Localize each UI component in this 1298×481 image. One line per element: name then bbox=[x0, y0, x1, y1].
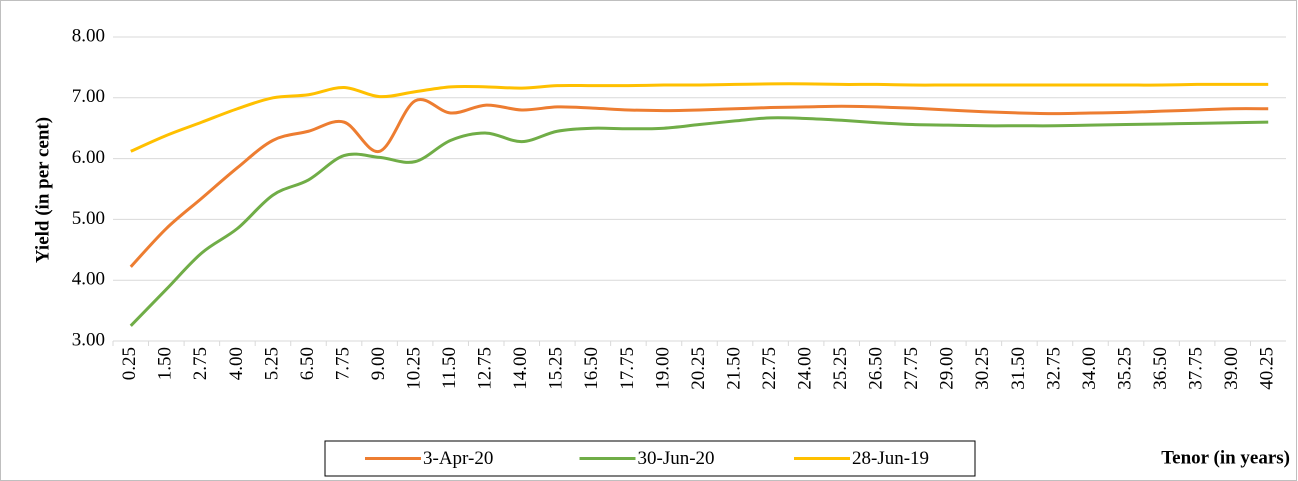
x-tick-label: 1.50 bbox=[155, 347, 176, 380]
x-tick-label: 32.75 bbox=[1043, 347, 1064, 390]
line-series bbox=[129, 116, 1269, 327]
x-tick-label: 37.75 bbox=[1185, 347, 1206, 390]
x-tick-label: 6.50 bbox=[297, 347, 318, 380]
x-tick-label: 4.00 bbox=[226, 347, 247, 380]
x-tick-label: 16.50 bbox=[581, 347, 602, 390]
legend-label: 30-Jun-20 bbox=[638, 448, 715, 469]
x-tick-label: 0.25 bbox=[119, 347, 140, 380]
legend-label: 28-Jun-19 bbox=[852, 448, 929, 469]
x-tick-label: 40.25 bbox=[1257, 347, 1278, 390]
y-tick-label: 3.00 bbox=[72, 329, 105, 350]
x-tick-label: 34.00 bbox=[1079, 347, 1100, 390]
y-tick-label: 6.00 bbox=[72, 147, 105, 168]
x-tick-label: 35.25 bbox=[1114, 347, 1135, 390]
y-axis-title: Yield (in per cent) bbox=[32, 117, 53, 263]
legend-label: 3-Apr-20 bbox=[423, 448, 493, 469]
x-tick-label: 7.75 bbox=[332, 347, 353, 380]
x-tick-label: 11.50 bbox=[439, 347, 460, 389]
y-tick-label: 8.00 bbox=[72, 25, 105, 46]
x-tick-label: 17.75 bbox=[617, 347, 638, 390]
x-tick-label: 26.50 bbox=[866, 347, 887, 390]
x-tick-label: 21.50 bbox=[723, 347, 744, 390]
x-tick-label: 27.75 bbox=[901, 347, 922, 390]
x-tick-label: 15.25 bbox=[546, 347, 567, 390]
legend-box bbox=[324, 440, 976, 477]
line-series bbox=[130, 82, 1269, 153]
x-tick-label: 5.25 bbox=[261, 347, 282, 380]
x-tick-label: 36.50 bbox=[1150, 347, 1171, 390]
x-tick-label: 10.25 bbox=[403, 347, 424, 390]
line-series bbox=[129, 98, 1269, 268]
x-tick-label: 39.00 bbox=[1221, 347, 1242, 390]
x-tick-label: 25.25 bbox=[830, 347, 851, 390]
x-tick-label: 19.00 bbox=[652, 347, 673, 390]
x-tick-label: 22.75 bbox=[759, 347, 780, 390]
x-tick-label: 2.75 bbox=[190, 347, 211, 380]
y-tick-label: 4.00 bbox=[72, 269, 105, 290]
x-tick-label: 12.75 bbox=[475, 347, 496, 390]
y-tick-label: 5.00 bbox=[72, 208, 105, 229]
x-tick-label: 9.00 bbox=[368, 347, 389, 380]
x-tick-label: 20.25 bbox=[688, 347, 709, 390]
x-axis-title: Tenor (in years) bbox=[1161, 447, 1290, 468]
x-tick-label: 24.00 bbox=[794, 347, 815, 390]
x-tick-label: 31.50 bbox=[1008, 347, 1029, 390]
x-tick-label: 29.00 bbox=[937, 347, 958, 390]
x-tick-label: 30.25 bbox=[972, 347, 993, 390]
y-tick-label: 7.00 bbox=[72, 86, 105, 107]
x-tick-label: 14.00 bbox=[510, 347, 531, 390]
